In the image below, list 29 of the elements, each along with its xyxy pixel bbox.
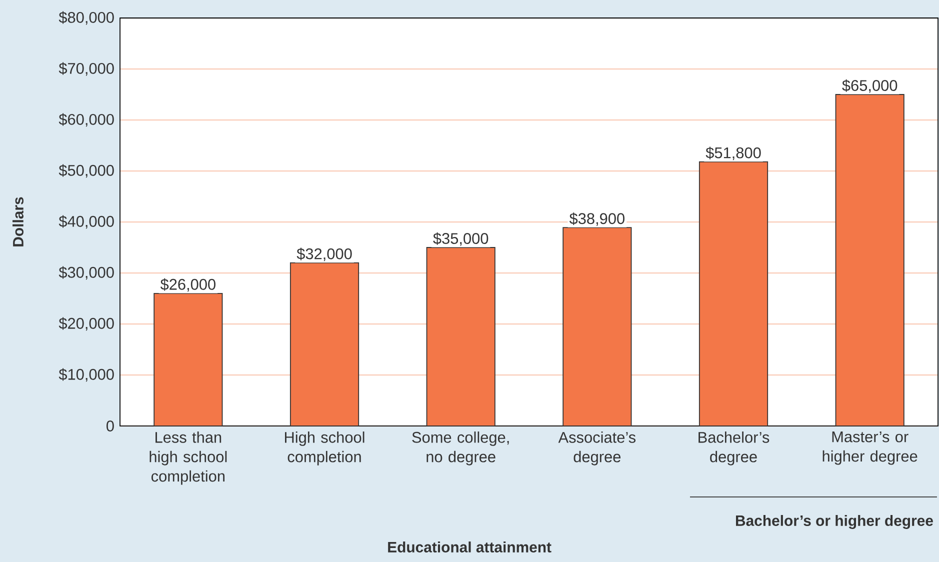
x-tick-label: Master’s or higher degree (822, 432, 918, 465)
data-label: $51,800 (706, 146, 761, 160)
bar (698, 161, 768, 426)
y-tick-label: $20,000 (58, 317, 114, 331)
y-tick-label: $30,000 (58, 266, 114, 280)
text: Bachelor’s or higher degree (736, 514, 933, 529)
y-tick-label: $40,000 (58, 215, 114, 229)
bar (835, 94, 904, 426)
data-label: $26,000 (160, 278, 216, 292)
bar (154, 292, 223, 426)
bar (426, 247, 496, 426)
y-tick-label: 0 (106, 420, 114, 432)
x-tick-label: Some college, no degree (412, 432, 509, 466)
data-label: $38,900 (569, 212, 624, 226)
bar (290, 262, 360, 426)
y-axis-title: Dollars (12, 197, 24, 246)
data-label: $65,000 (842, 79, 898, 93)
x-axis-title: Educational attainment (388, 541, 552, 552)
x-tick-label: Less than high school completion (150, 432, 227, 485)
x-tick-label: High school completion (285, 432, 364, 466)
data-label: $35,000 (433, 232, 488, 246)
y-tick-label: $50,000 (58, 164, 114, 178)
x-tick-label: Associate’s degree (558, 432, 636, 466)
y-tick-label: $60,000 (58, 113, 114, 127)
y-tick-label: $10,000 (58, 368, 114, 382)
x-tick-label: Bachelor’s degree (698, 432, 770, 466)
y-tick-label: $70,000 (58, 62, 114, 76)
data-label: $32,000 (296, 248, 352, 262)
y-tick-label: $80,000 (58, 11, 114, 25)
